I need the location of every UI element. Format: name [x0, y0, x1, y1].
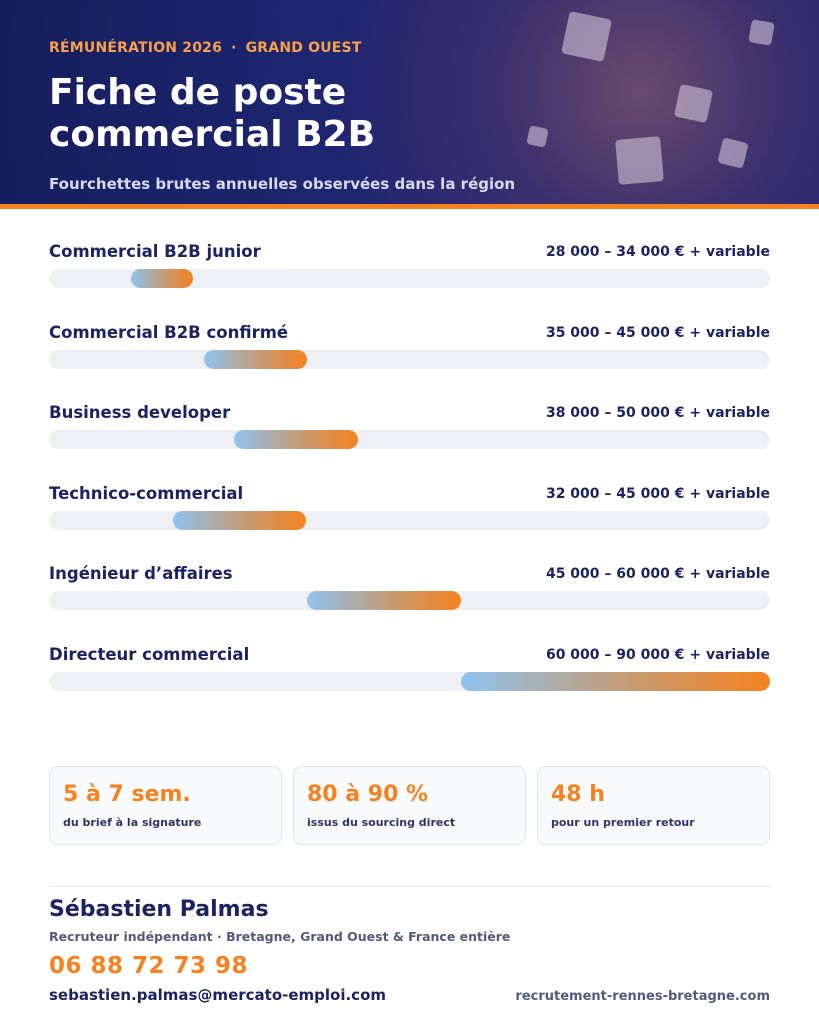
role-label: Commercial B2B junior	[49, 242, 261, 261]
decorative-square	[615, 136, 664, 185]
page-header: RÉMUNÉRATION 2026 · GRAND OUEST Fiche de p…	[0, 0, 819, 204]
salary-ranges: Commercial B2B junior 28 000 – 34 000 € …	[49, 242, 770, 725]
stat-value: 5 à 7 sem.	[63, 782, 191, 807]
page-title: Fiche de poste commercial B2B	[49, 72, 519, 156]
stat-card: 80 à 90 % issus du sourcing direct	[293, 766, 526, 845]
eyebrow-topic: RÉMUNÉRATION 2026	[49, 40, 223, 56]
footer-divider	[49, 886, 770, 887]
stat-card: 5 à 7 sem. du brief à la signature	[49, 766, 282, 845]
role-label: Directeur commercial	[49, 644, 250, 664]
decorative-square	[526, 125, 549, 148]
decorative-square	[560, 10, 613, 63]
salary-track	[49, 269, 770, 288]
header-accent-rule	[0, 204, 819, 209]
salary-range-text: 38 000 – 50 000 € + variable	[545, 405, 770, 421]
role-label: Ingénieur d’affaires	[49, 564, 233, 583]
salary-range-bar	[203, 349, 307, 369]
salary-row: Directeur commercial 60 000 – 90 000 € +…	[49, 645, 770, 726]
salary-range-text: 45 000 – 60 000 € + variable	[545, 566, 770, 582]
eyebrow-separator: ·	[231, 40, 237, 56]
stat-label: pour un premier retour	[551, 816, 695, 829]
title-line-2: commercial B2B	[49, 114, 376, 156]
phone-link[interactable]: 06 88 72 73 98	[49, 953, 249, 979]
role-label: Commercial B2B confirmé	[49, 322, 289, 342]
salary-row: Ingénieur d’affaires 45 000 – 60 000 € +…	[49, 564, 770, 645]
stat-label: du brief à la signature	[63, 816, 202, 829]
stat-value: 80 à 90 %	[307, 782, 429, 807]
salary-track	[49, 591, 770, 610]
decorative-square	[748, 19, 775, 46]
salary-row: Business developer 38 000 – 50 000 € + v…	[49, 403, 770, 484]
stat-value: 48 h	[551, 782, 605, 807]
page-subtitle: Fourchettes brutes annuelles observées d…	[49, 175, 516, 193]
eyebrow-region: GRAND OUEST	[245, 40, 362, 56]
email-link[interactable]: sebastien.palmas@mercato-emploi.com	[49, 986, 387, 1004]
salary-range-bar	[131, 269, 194, 288]
salary-range-text: 60 000 – 90 000 € + variable	[545, 646, 770, 663]
eyebrow: RÉMUNÉRATION 2026 · GRAND OUEST	[49, 40, 362, 56]
title-line-1: Fiche de poste	[49, 72, 347, 113]
salary-range-text: 35 000 – 45 000 € + variable	[545, 324, 770, 341]
salary-range-bar	[234, 430, 358, 449]
website-link[interactable]: recrutement-rennes-bretagne.com	[515, 989, 770, 1004]
decorative-square	[717, 137, 749, 169]
salary-row: Commercial B2B junior 28 000 – 34 000 € …	[49, 242, 770, 323]
stat-label: issus du sourcing direct	[307, 816, 456, 829]
salary-range-text: 28 000 – 34 000 € + variable	[545, 244, 770, 260]
salary-range-bar	[461, 671, 770, 691]
stat-card: 48 h pour un premier retour	[537, 766, 770, 845]
salary-row: Commercial B2B confirmé 35 000 – 45 000 …	[49, 323, 770, 404]
salary-track	[49, 430, 770, 449]
salary-range-text: 32 000 – 45 000 € + variable	[545, 485, 770, 502]
salary-range-bar	[172, 510, 307, 530]
contact-role: Recruteur indépendant · Bretagne, Grand …	[49, 929, 511, 944]
contact-name: Sébastien Palmas	[49, 897, 269, 922]
decorative-square	[673, 83, 714, 124]
salary-row: Technico-commercial 32 000 – 45 000 € + …	[49, 484, 770, 565]
salary-range-bar	[306, 591, 461, 610]
key-stats: 5 à 7 sem. du brief à la signature 80 à …	[49, 766, 770, 845]
salary-track	[49, 510, 770, 530]
salary-track	[49, 349, 770, 369]
role-label: Technico-commercial	[49, 483, 244, 503]
role-label: Business developer	[49, 403, 231, 422]
salary-track	[49, 671, 770, 691]
